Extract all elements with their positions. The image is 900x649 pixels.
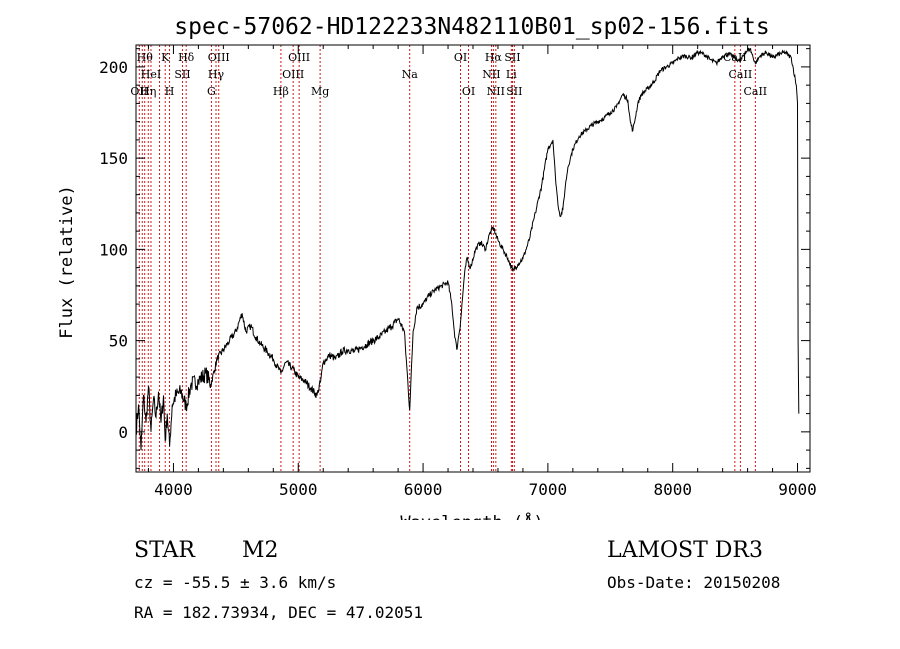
y-tick-label: 50 <box>109 332 128 351</box>
line-marker-label: NII <box>487 85 505 98</box>
x-tick-label: 6000 <box>404 480 443 499</box>
line-marker-label: Li <box>506 68 517 81</box>
y-tick-label: 0 <box>118 423 128 442</box>
line-marker-label: NII <box>482 68 500 81</box>
line-marker-label: Na <box>402 68 419 81</box>
line-marker-label: Hθ <box>137 51 154 64</box>
line-marker-label: CaII <box>729 68 753 81</box>
class-label: STAR <box>134 538 195 563</box>
obs-date: Obs-Date: 20150208 <box>607 573 781 592</box>
line-marker-label: K <box>161 51 170 64</box>
x-axis-label: Wavelength (Å) <box>400 511 543 520</box>
line-marker-label: SII <box>174 68 190 81</box>
line-marker-label: OI <box>462 85 475 98</box>
subclass-label: M2 <box>242 538 279 563</box>
y-axis-label: Flux (relative) <box>57 185 77 339</box>
x-tick-label: 8000 <box>653 480 692 499</box>
line-marker-label: SII <box>504 51 520 64</box>
y-tick-label: 200 <box>99 58 128 77</box>
line-marker-label: Hγ <box>208 68 225 81</box>
line-marker-label: Hδ <box>178 51 195 64</box>
line-marker-label: OIII <box>208 51 230 64</box>
x-tick-label: 5000 <box>279 480 318 499</box>
axis-ticks: 4000 5000 6000 7000 8000 9000 0 50 100 150 200 <box>99 45 817 499</box>
line-marker-label: G <box>207 85 216 98</box>
line-marker-label: OIII <box>282 68 304 81</box>
line-marker-label: OIII <box>288 51 310 64</box>
line-markers <box>138 45 756 472</box>
spectrum-line <box>135 47 800 451</box>
survey-label: LAMOST DR3 <box>607 538 763 563</box>
line-marker-label: HeI <box>141 68 161 81</box>
line-marker-label: CaII <box>743 85 767 98</box>
y-tick-label: 100 <box>99 240 128 259</box>
line-marker-label: Hα <box>485 51 503 64</box>
x-tick-label: 4000 <box>154 480 193 499</box>
line-marker-label: Hη <box>140 85 156 98</box>
x-tick-label: 9000 <box>778 480 817 499</box>
x-tick-label: 7000 <box>529 480 568 499</box>
cz-value: cz = -55.5 ± 3.6 km/s <box>134 573 337 592</box>
spectrum-chart: spec-57062-HD122233N482110B01_sp02-156.f… <box>57 14 817 520</box>
line-marker-label: Mg <box>311 85 329 98</box>
line-marker-label: Hβ <box>273 85 289 98</box>
ra-dec: RA = 182.73934, DEC = 47.02051 <box>134 603 423 622</box>
line-marker-label: SII <box>506 85 522 98</box>
y-tick-label: 150 <box>99 149 128 168</box>
line-marker-label: OII <box>130 85 148 98</box>
chart-title: spec-57062-HD122233N482110B01_sp02-156.f… <box>174 14 769 40</box>
line-marker-label: OI <box>454 51 467 64</box>
line-marker-label: H <box>165 85 175 98</box>
